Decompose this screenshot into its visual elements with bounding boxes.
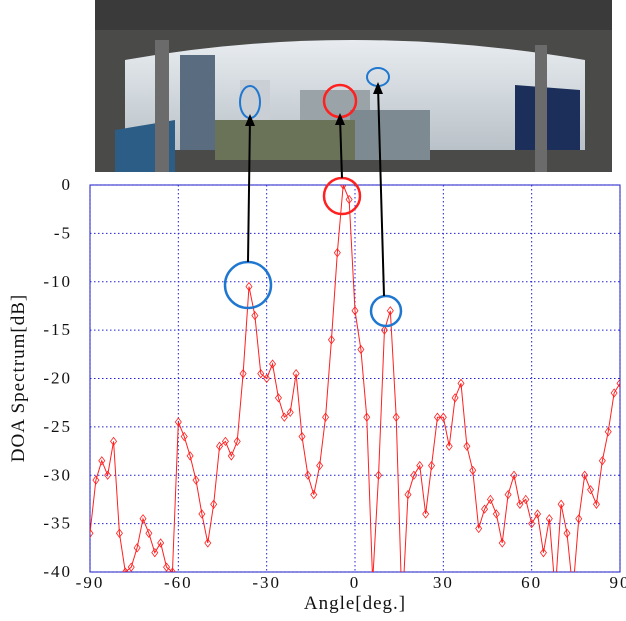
y-axis-label: DOA Spectrum[dB]	[8, 294, 29, 463]
y-tick-label: -35	[43, 514, 72, 533]
marker	[370, 578, 376, 586]
panorama-photo	[95, 0, 612, 172]
marker	[570, 587, 576, 595]
marker	[552, 587, 558, 595]
x-tick-label: 60	[521, 573, 542, 592]
y-tick-label: -40	[43, 562, 72, 581]
x-tick-label: -30	[252, 573, 281, 592]
y-tick-label: -10	[43, 272, 72, 291]
x-tick-label: -90	[76, 573, 105, 592]
x-tick-label: 0	[350, 573, 361, 592]
x-axis-label: Angle[deg.]	[304, 593, 406, 614]
y-tick-label: 0	[62, 175, 73, 194]
y-tick-label: -20	[43, 369, 72, 388]
y-tick-label: -30	[43, 465, 72, 484]
y-tick-label: -25	[43, 417, 72, 436]
y-tick-label: -5	[54, 223, 72, 242]
x-tick-label: 90	[610, 573, 626, 592]
x-tick-label: 30	[433, 573, 454, 592]
x-tick-label: -60	[164, 573, 193, 592]
y-tick-label: -15	[43, 320, 72, 339]
